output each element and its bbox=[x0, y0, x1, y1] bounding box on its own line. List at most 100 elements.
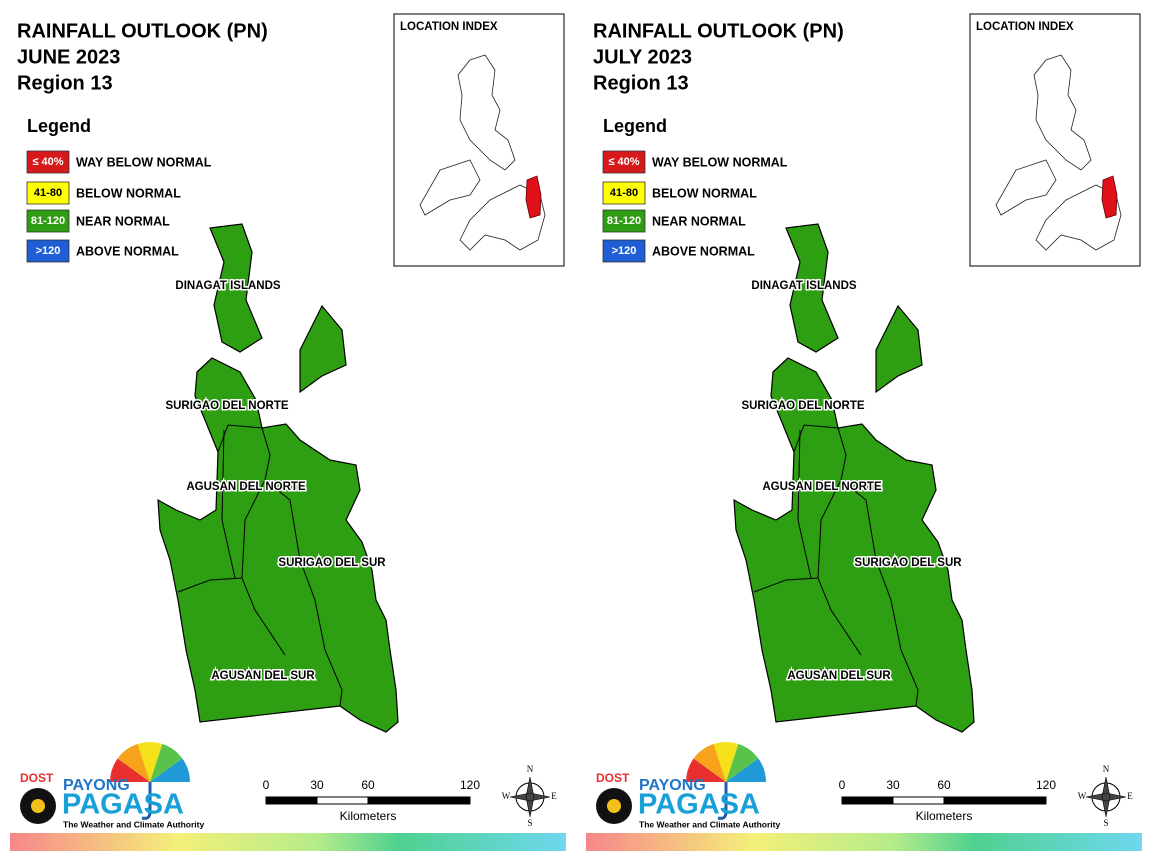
legend-label: BELOW NORMAL bbox=[76, 186, 181, 200]
province-label: DINAGAT ISLANDS bbox=[751, 280, 857, 292]
scale-label: 60 bbox=[937, 778, 951, 792]
province-label: DINAGAT ISLANDS bbox=[175, 280, 281, 292]
swatch-label: 81-120 bbox=[31, 215, 65, 227]
legend-label: ABOVE NORMAL bbox=[652, 244, 755, 258]
province-shape bbox=[299, 304, 347, 394]
province-label: SURIGAO DEL NORTE bbox=[741, 400, 864, 412]
legend-swatch bbox=[26, 150, 70, 174]
scale-segment bbox=[316, 796, 369, 805]
legend-swatch bbox=[602, 181, 646, 205]
province-border bbox=[264, 479, 343, 707]
umbrella-handle bbox=[141, 782, 152, 820]
umbrella-panel bbox=[110, 758, 150, 782]
compass-label: W bbox=[1078, 791, 1087, 801]
province-border bbox=[221, 429, 236, 579]
swatch-label: 41-80 bbox=[610, 187, 638, 199]
swatch-label: >120 bbox=[36, 245, 61, 257]
legend-swatch bbox=[602, 209, 646, 233]
title-line: Region 13 bbox=[17, 72, 113, 94]
scale-segment bbox=[841, 796, 894, 805]
swatch-label: ≤ 40% bbox=[608, 156, 639, 168]
umbrella-panel bbox=[713, 742, 739, 782]
swatch-label: 81-120 bbox=[607, 215, 641, 227]
scale-label: 30 bbox=[886, 778, 900, 792]
compass-label: S bbox=[1103, 818, 1108, 828]
legend-label: BELOW NORMAL bbox=[652, 186, 757, 200]
legend-swatch bbox=[26, 209, 70, 233]
province-border bbox=[217, 424, 263, 453]
umbrella-panel bbox=[726, 743, 759, 782]
scale-unit: Kilometers bbox=[916, 809, 973, 823]
scale-segment bbox=[943, 796, 1047, 805]
title-line: RAINFALL OUTLOOK (PN) bbox=[593, 20, 844, 42]
logo-tagline: The Weather and Climate Authority bbox=[639, 819, 780, 829]
region-highlight bbox=[1101, 175, 1118, 219]
color-band bbox=[586, 833, 1142, 851]
logo-brand: PAGASA bbox=[62, 789, 184, 821]
color-band bbox=[10, 833, 566, 851]
scale-label: 60 bbox=[361, 778, 375, 792]
province-border bbox=[797, 429, 812, 579]
index-title: LOCATION INDEX bbox=[976, 21, 1074, 33]
logo-brand-top: PAYONG bbox=[63, 777, 130, 794]
dost-emblem-center bbox=[31, 799, 45, 813]
swatch-label: 41-80 bbox=[34, 187, 62, 199]
outlook-panel: RAINFALL OUTLOOK (PN) JULY 2023 Region 13 L… bbox=[586, 13, 1142, 851]
region-highlight bbox=[525, 175, 542, 219]
umbrella-panel bbox=[726, 758, 766, 782]
province-label: AGUSAN DEL SUR bbox=[211, 670, 315, 682]
scale-label: 0 bbox=[839, 778, 846, 792]
province-border bbox=[793, 424, 839, 453]
compass-label: S bbox=[527, 818, 532, 828]
logo-agency: DOST bbox=[596, 771, 630, 785]
umbrella-handle bbox=[717, 782, 728, 820]
compass-star bbox=[509, 776, 551, 818]
scale-unit: Kilometers bbox=[340, 809, 397, 823]
logo-agency: DOST bbox=[20, 771, 54, 785]
legend-label: NEAR NORMAL bbox=[652, 214, 746, 228]
province-border bbox=[840, 479, 919, 707]
legend-label: WAY BELOW NORMAL bbox=[652, 155, 788, 169]
scale-segment bbox=[265, 796, 318, 805]
compass-label: E bbox=[1127, 791, 1133, 801]
compass-label: N bbox=[527, 764, 534, 774]
province-border bbox=[177, 577, 286, 656]
scale-segment bbox=[892, 796, 945, 805]
province-label: SURIGAO DEL NORTE bbox=[165, 400, 288, 412]
legend-label: NEAR NORMAL bbox=[76, 214, 170, 228]
title-line: Region 13 bbox=[593, 72, 689, 94]
province-label: AGUSAN DEL NORTE bbox=[762, 481, 882, 493]
scale-label: 30 bbox=[310, 778, 324, 792]
legend-swatch bbox=[26, 239, 70, 263]
swatch-label: >120 bbox=[612, 245, 637, 257]
province-label: SURIGAO DEL SUR bbox=[854, 557, 962, 569]
legend-label: WAY BELOW NORMAL bbox=[76, 155, 212, 169]
province-label: SURIGAO DEL SUR bbox=[278, 557, 386, 569]
scale-label: 0 bbox=[263, 778, 270, 792]
index-title: LOCATION INDEX bbox=[400, 21, 498, 33]
umbrella-panel bbox=[137, 742, 163, 782]
umbrella-panel bbox=[117, 743, 150, 782]
legend-title: Legend bbox=[27, 116, 91, 136]
legend-swatch bbox=[26, 181, 70, 205]
compass-label: N bbox=[1103, 764, 1110, 774]
province-shape bbox=[209, 223, 263, 353]
province-shape bbox=[785, 223, 839, 353]
scale-label: 120 bbox=[1036, 778, 1056, 792]
scale-label: 120 bbox=[460, 778, 480, 792]
umbrella-panel bbox=[693, 743, 726, 782]
province-label: AGUSAN DEL NORTE bbox=[186, 481, 306, 493]
logo-brand-top: PAYONG bbox=[639, 777, 706, 794]
title-line: RAINFALL OUTLOOK (PN) bbox=[17, 20, 268, 42]
outlook-panel: RAINFALL OUTLOOK (PN) JUNE 2023 Region 13 L… bbox=[10, 13, 566, 851]
province-label: AGUSAN DEL SUR bbox=[787, 670, 891, 682]
swatch-label: ≤ 40% bbox=[32, 156, 63, 168]
scale-segment bbox=[367, 796, 471, 805]
legend-label: ABOVE NORMAL bbox=[76, 244, 179, 258]
title-line: JULY 2023 bbox=[593, 46, 692, 68]
dost-emblem-center bbox=[607, 799, 621, 813]
logo-brand: PAGASA bbox=[638, 789, 760, 821]
umbrella-panel bbox=[150, 743, 183, 782]
compass-label: W bbox=[502, 791, 511, 801]
